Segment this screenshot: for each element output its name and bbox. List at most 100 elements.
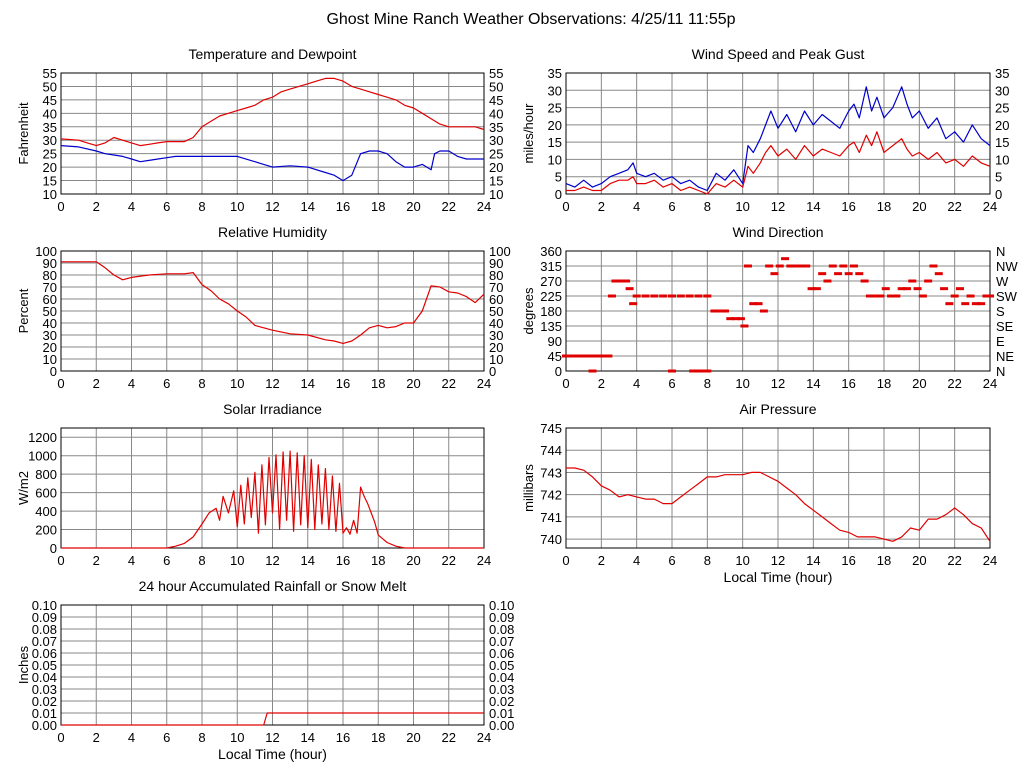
y-tick-label-right: 0.02: [489, 694, 514, 709]
series-line-peak-gust: [565, 86, 991, 192]
y-tick-label-right: 80: [489, 268, 503, 283]
x-tick-label: 4: [128, 553, 135, 568]
x-tick-label: 14: [301, 730, 315, 745]
direction-label: W: [996, 274, 1009, 289]
y-tick-label: 70: [43, 280, 57, 295]
x-tick-label: 14: [301, 199, 315, 214]
y-tick-label: 45: [548, 349, 562, 364]
direction-point: [950, 294, 959, 298]
x-tick-label: 18: [877, 553, 891, 568]
x-tick-label: 10: [735, 199, 749, 214]
x-axis-label: Local Time (hour): [724, 569, 833, 585]
x-tick-label: 4: [633, 376, 640, 391]
y-axis-label: W/m2: [16, 471, 31, 505]
x-tick-label: 6: [668, 199, 675, 214]
y-tick-label: 30: [43, 328, 57, 343]
x-tick-label: 0: [562, 199, 569, 214]
x-tick-label: 6: [668, 553, 675, 568]
series-line-wind-speed: [566, 131, 991, 195]
y-tick-label-right: 40: [489, 106, 503, 121]
direction-point: [685, 294, 694, 298]
y-tick-label-right: 50: [489, 304, 503, 319]
y-tick-label: 0: [555, 364, 562, 379]
y-tick-label-right: 30: [489, 133, 503, 148]
x-axis-label: Local Time (hour): [218, 746, 327, 762]
y-tick-label: 20: [43, 160, 57, 175]
direction-point: [736, 317, 745, 321]
series-line-solar-irradiance: [61, 450, 484, 549]
y-tick-label-right: 55: [489, 66, 503, 81]
y-tick-label-right: 0.05: [489, 658, 514, 673]
direction-point: [823, 279, 832, 283]
x-tick-label: 12: [265, 376, 279, 391]
direction-point: [844, 272, 853, 276]
x-tick-label: 16: [336, 730, 350, 745]
y-tick-label: 743: [540, 465, 562, 480]
direction-point: [839, 264, 848, 268]
direction-point: [955, 287, 964, 291]
chart-pressure: 0 2 4 6 8 10 12 14 16 18 20 22 24740741742743744745A…: [521, 401, 997, 585]
y-tick-label: 225: [540, 289, 562, 304]
y-tick-label-right: 100: [489, 244, 511, 259]
y-axis-label: Fahrenheit: [16, 102, 31, 165]
y-tick-label: 600: [35, 486, 57, 501]
chart-title: 24 hour Accumulated Rainfall or Snow Mel…: [139, 578, 407, 594]
direction-point: [632, 294, 641, 298]
plot-border: [565, 250, 991, 372]
direction-point: [743, 264, 752, 268]
plot-border: [60, 604, 485, 726]
y-tick-label: 30: [548, 83, 562, 98]
x-tick-label: 6: [163, 376, 170, 391]
y-tick-label-right: 0.03: [489, 682, 514, 697]
y-axis-label: millibars: [521, 464, 536, 512]
direction-point: [977, 302, 986, 306]
x-tick-label: 2: [93, 553, 100, 568]
chart-solar: 0 2 4 6 8 10 12 14 16 18 20 22 240200400600800100012…: [16, 401, 491, 568]
direction-point: [966, 294, 975, 298]
y-tick-label: 25: [43, 147, 57, 162]
y-tick-label-right: 50: [489, 79, 503, 94]
x-tick-label: 10: [735, 553, 749, 568]
x-tick-label: 18: [371, 553, 385, 568]
direction-point: [754, 302, 763, 306]
y-tick-label: 742: [540, 488, 562, 503]
y-tick-label: 25: [548, 101, 562, 116]
plot-border: [565, 427, 991, 549]
direction-point: [908, 279, 917, 283]
direction-point: [881, 287, 890, 291]
x-tick-label: 12: [265, 553, 279, 568]
y-tick-label: 200: [35, 523, 57, 538]
series-line-accumulated-rain: [61, 712, 484, 726]
x-tick-label: 16: [336, 553, 350, 568]
direction-point: [887, 294, 896, 298]
y-tick-label-right: 5: [995, 170, 1002, 185]
y-tick-label-right: 30: [995, 83, 1009, 98]
y-tick-label: 15: [43, 174, 57, 189]
x-tick-label: 10: [230, 553, 244, 568]
x-tick-label: 14: [806, 553, 820, 568]
x-tick-label: 10: [735, 376, 749, 391]
x-tick-label: 12: [265, 730, 279, 745]
x-tick-label: 24: [983, 376, 997, 391]
direction-point: [940, 287, 949, 291]
x-tick-label: 14: [301, 376, 315, 391]
x-tick-label: 16: [841, 376, 855, 391]
series-line-temperature: [60, 77, 485, 147]
x-tick-label: 10: [230, 376, 244, 391]
y-tick-label: 0.01: [32, 706, 57, 721]
direction-point: [934, 272, 943, 276]
x-tick-label: 22: [442, 553, 456, 568]
y-tick-label: 0.05: [32, 658, 57, 673]
x-tick-label: 24: [477, 553, 491, 568]
x-tick-label: 22: [442, 730, 456, 745]
y-tick-label: 45: [43, 93, 57, 108]
x-tick-label: 16: [336, 199, 350, 214]
plot-border: [60, 72, 485, 195]
direction-point: [786, 264, 795, 268]
direction-point: [731, 317, 740, 321]
x-tick-label: 0: [57, 376, 64, 391]
y-tick-label-right: 35: [489, 120, 503, 135]
y-tick-label: 10: [43, 352, 57, 367]
